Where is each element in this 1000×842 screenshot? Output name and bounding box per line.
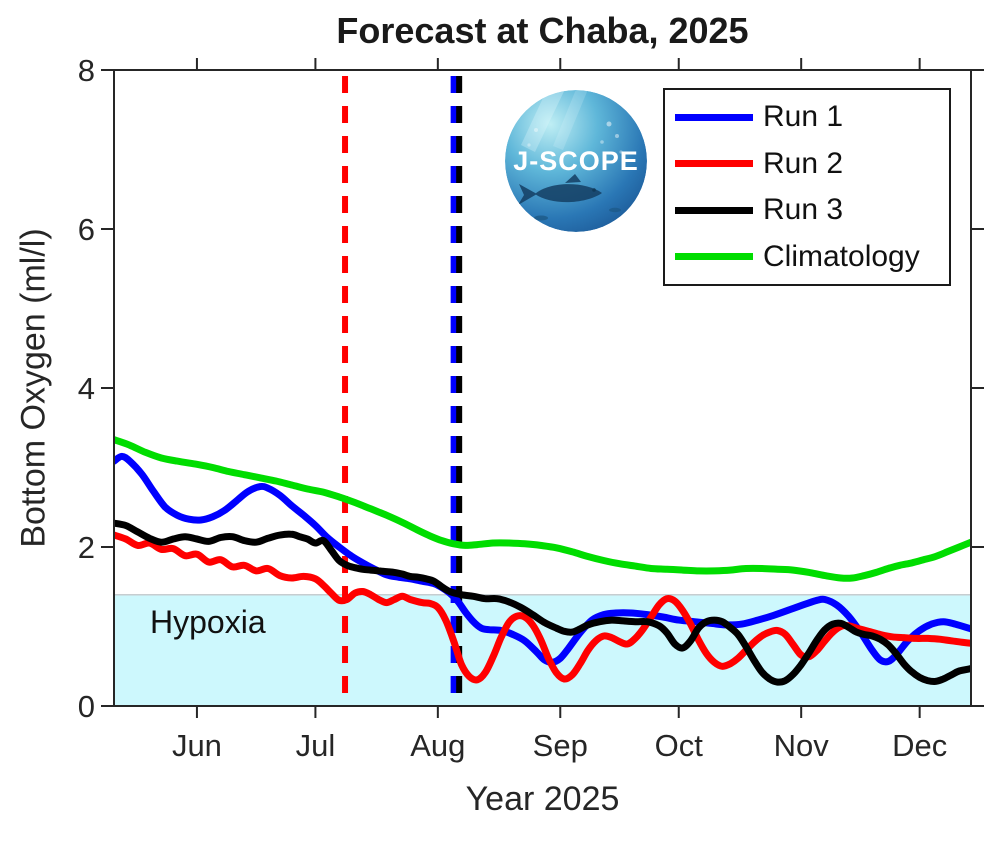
x-tick-label: Oct bbox=[655, 728, 704, 763]
legend-label: Run 2 bbox=[763, 146, 844, 180]
legend-item-run-3: Run 3 bbox=[675, 195, 949, 225]
light-ray bbox=[553, 90, 591, 150]
legend-label: Run 1 bbox=[763, 100, 844, 134]
legend-swatch bbox=[675, 253, 753, 261]
legend-swatch bbox=[675, 160, 753, 168]
bubbles bbox=[527, 121, 623, 154]
y-tick-label: 0 bbox=[78, 689, 95, 724]
x-tick-label: Aug bbox=[410, 728, 465, 763]
y-tick-label: 2 bbox=[78, 530, 95, 565]
legend-label: Run 3 bbox=[763, 193, 844, 227]
x-axis-label: Year 2025 bbox=[465, 780, 620, 818]
x-tick-label: Jun bbox=[172, 728, 222, 763]
legend-swatch bbox=[675, 113, 753, 121]
x-tick-label: Jul bbox=[296, 728, 336, 763]
y-tick-label: 4 bbox=[78, 371, 95, 406]
series-climatology bbox=[114, 436, 971, 582]
legend-item-run-1: Run 1 bbox=[675, 102, 949, 132]
legend-swatch bbox=[675, 206, 753, 214]
light-ray bbox=[521, 90, 567, 152]
y-tick-label: 6 bbox=[78, 212, 95, 247]
legend: Run 1 Run 2 Run 3 Climatology bbox=[663, 88, 951, 286]
small-fish-icon bbox=[534, 215, 548, 221]
series-run-3 bbox=[114, 519, 971, 686]
legend-label: Climatology bbox=[763, 239, 920, 273]
small-fish-icon bbox=[609, 207, 621, 213]
x-tick-label: Dec bbox=[892, 728, 947, 763]
x-tick-label: Sep bbox=[533, 728, 588, 763]
fish-icon bbox=[518, 174, 602, 205]
hypoxia-label: Hypoxia bbox=[150, 604, 266, 640]
y-tick-label: 8 bbox=[78, 53, 95, 88]
legend-item-run-2: Run 2 bbox=[675, 146, 949, 180]
chart-title: Forecast at Chaba, 2025 bbox=[336, 10, 749, 51]
x-tick-label: Nov bbox=[774, 728, 830, 763]
logo-text: J-SCOPE bbox=[513, 146, 639, 176]
legend-item-climatology: Climatology bbox=[675, 239, 949, 273]
jscope-logo: J-SCOPE bbox=[505, 90, 647, 232]
series-run-1 bbox=[114, 452, 971, 666]
